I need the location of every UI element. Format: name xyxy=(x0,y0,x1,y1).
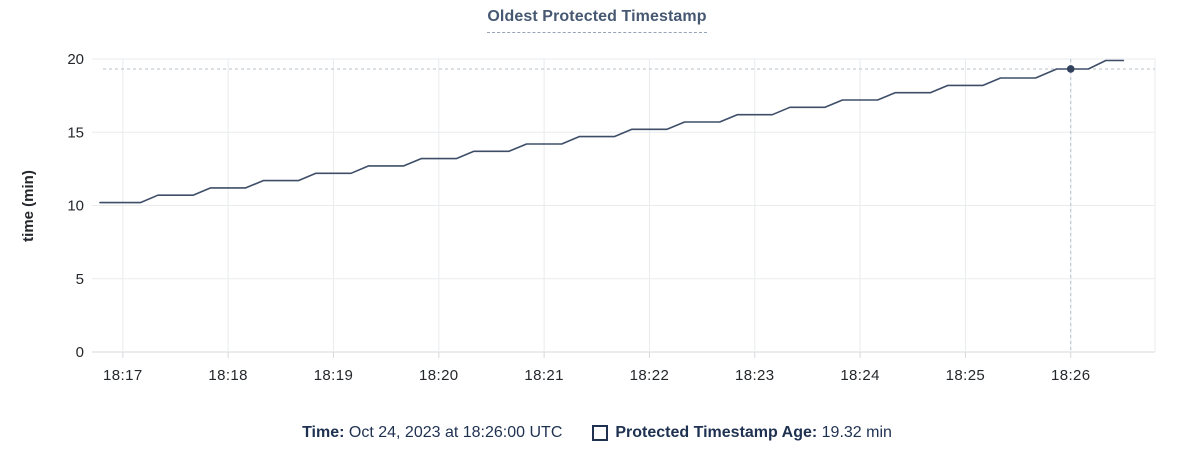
series-line xyxy=(99,59,1125,204)
legend-series-value: 19.32 min xyxy=(821,424,892,441)
x-axis-tick-label: 18:24 xyxy=(840,367,880,384)
chart-header: Oldest Protected Timestamp xyxy=(0,8,1194,33)
x-axis-tick-label: 18:26 xyxy=(1051,367,1091,384)
y-axis-tick-label: 5 xyxy=(76,271,84,288)
legend-time-value: Oct 24, 2023 at 18:26:00 UTC xyxy=(348,424,563,441)
highlight-dot xyxy=(1066,65,1075,73)
y-axis-tick-label: 0 xyxy=(76,344,84,361)
x-axis-tick-label: 18:21 xyxy=(524,367,564,384)
legend-time-label: Time: xyxy=(302,424,345,441)
hover-legend: Time: Oct 24, 2023 at 18:26:00 UTC Prote… xyxy=(0,423,1194,443)
y-axis-tick-label: 20 xyxy=(67,51,84,68)
chart-title[interactable]: Oldest Protected Timestamp xyxy=(487,8,707,33)
x-axis-tick-label: 18:22 xyxy=(630,367,670,384)
x-axis-tick-label: 18:18 xyxy=(208,367,248,384)
x-axis-tick-label: 18:20 xyxy=(419,367,459,384)
legend-time: Time: Oct 24, 2023 at 18:26:00 UTC xyxy=(302,423,562,443)
y-axis-tick-label: 15 xyxy=(67,124,84,141)
y-axis-tick-label: 10 xyxy=(67,198,84,215)
legend-series-label: Protected Timestamp Age: xyxy=(615,424,818,441)
y-axis-title: time (min) xyxy=(20,170,37,242)
legend-series[interactable]: Protected Timestamp Age: 19.32 min xyxy=(592,423,892,443)
x-axis-tick-label: 18:25 xyxy=(946,367,986,384)
series-checkbox-icon[interactable] xyxy=(592,425,609,441)
x-axis-tick-label: 18:23 xyxy=(735,367,775,384)
x-axis-tick-label: 18:17 xyxy=(103,367,143,384)
x-axis-tick-label: 18:19 xyxy=(314,367,354,384)
